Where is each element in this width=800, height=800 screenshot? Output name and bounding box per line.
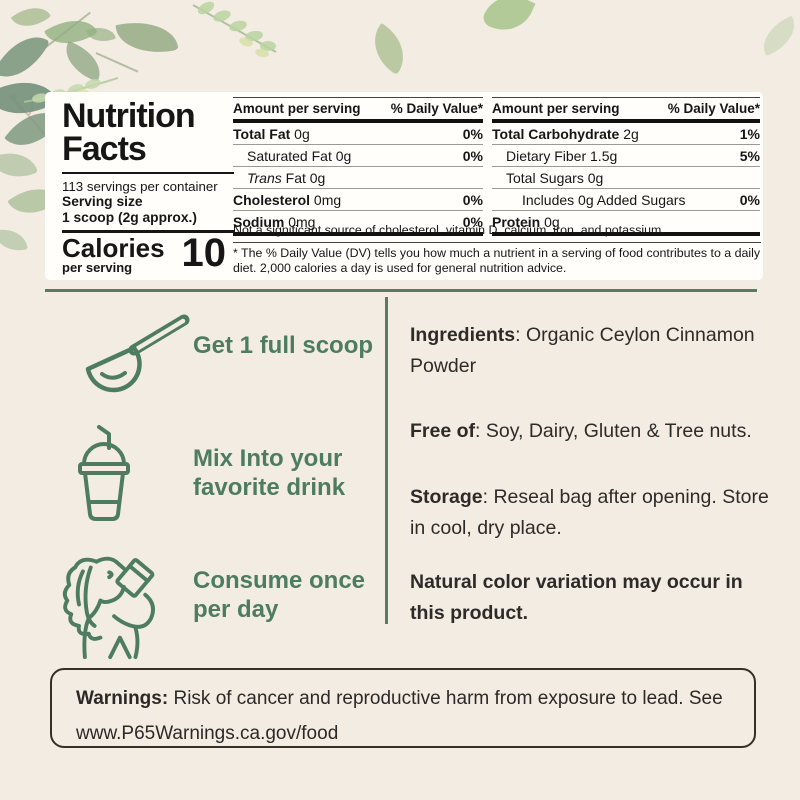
leaf-decoration	[0, 144, 38, 186]
nutrition-facts-left-block: Nutrition Facts 113 servings per contain…	[62, 97, 234, 276]
calories-row: Calories per serving 10	[62, 231, 234, 276]
leaf-decoration	[362, 23, 416, 75]
cup-icon	[74, 424, 134, 524]
servings-per-container: 113 servings per container	[62, 178, 218, 194]
leaf-decoration	[115, 15, 179, 60]
vertical-divider	[385, 297, 388, 624]
table-header: Amount per serving % Daily Value*	[233, 97, 483, 123]
ingredients-text: Ingredients: Organic Ceylon Cinnamon Pow…	[410, 323, 755, 378]
table-row: Cholesterol 0mg 0%	[233, 189, 483, 212]
table-row: Dietary Fiber 1.5g 5%	[492, 145, 760, 168]
leaf-decoration	[0, 225, 28, 255]
storage-text: Storage: Reseal bag after opening. Store…	[410, 485, 769, 540]
eucalyptus-sprig-decoration	[192, 1, 277, 58]
horizontal-divider	[45, 289, 757, 292]
not-significant-note: Not a significant source of cholesterol,…	[233, 220, 761, 244]
table-header: Amount per serving % Daily Value*	[492, 97, 760, 123]
color-variation-text: Natural color variation may occur in thi…	[410, 570, 743, 625]
instruction-consume-daily: Consume once per day	[193, 567, 366, 624]
table-row: Saturated Fat 0g 0%	[233, 145, 483, 168]
rule-thick	[62, 230, 234, 234]
stem-decoration	[95, 52, 139, 73]
warnings-box: Warnings: Risk of cancer and reproductiv…	[50, 668, 756, 748]
scoop-icon	[72, 302, 192, 394]
serving-size-label: Serving size	[62, 193, 143, 209]
rule	[62, 171, 234, 174]
leaf-decoration	[480, 0, 536, 41]
warnings-label: Warnings:	[76, 688, 169, 709]
nutrition-footnotes: Not a significant source of cholesterol,…	[233, 220, 761, 276]
nutrition-table-carbs: Amount per serving % Daily Value* Total …	[492, 97, 760, 237]
table-row: Trans Fat 0g	[233, 167, 483, 190]
instruction-mix-drink: Mix Into your favorite drink	[193, 445, 346, 502]
table-row: Total Fat 0g 0%	[233, 123, 483, 146]
serving-size-value: 1 scoop (2g approx.)	[62, 209, 197, 225]
person-drinking-icon	[52, 548, 182, 660]
nutrition-table-fats: Amount per serving % Daily Value* Total …	[233, 97, 483, 237]
table-row: Total Carbohydrate 2g 1%	[492, 123, 760, 146]
free-of-text: Free of: Soy, Dairy, Gluten & Tree nuts.	[410, 419, 752, 442]
table-row: Includes 0g Added Sugars 0%	[492, 189, 760, 212]
warnings-text: Risk of cancer and reproductive harm fro…	[76, 688, 723, 745]
leaf-decoration	[755, 15, 800, 57]
instruction-get-scoop: Get 1 full scoop	[193, 332, 374, 359]
table-row: Protein 0g	[492, 211, 760, 237]
table-row: Total Sugars 0g	[492, 167, 760, 190]
calories-value: 10	[181, 231, 227, 276]
calories-sublabel: per serving	[62, 260, 133, 276]
calories-label: Calories	[62, 233, 165, 264]
daily-value-note: * The % Daily Value (DV) tells you how m…	[233, 246, 761, 276]
nutrition-facts-title: Nutrition Facts	[62, 97, 196, 169]
table-row: Sodium 0mg 0%	[233, 211, 483, 237]
nutrition-facts-panel: Nutrition Facts 113 servings per contain…	[45, 92, 763, 280]
